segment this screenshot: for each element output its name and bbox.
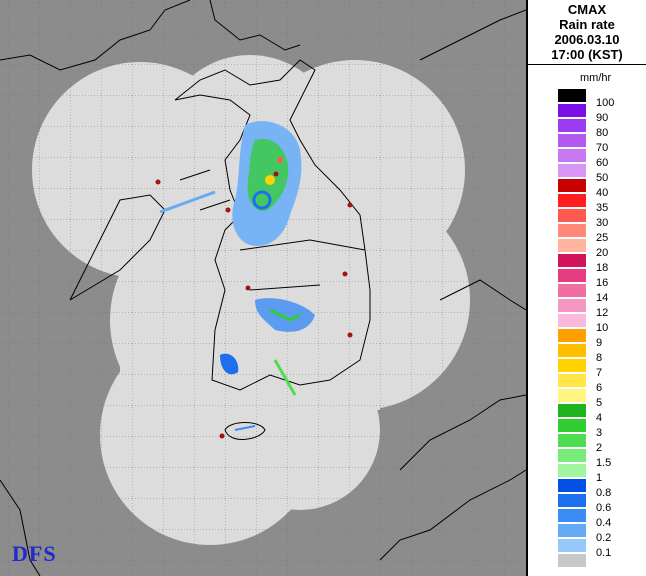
legend-swatch (558, 299, 586, 313)
legend-label: 3 (596, 427, 603, 439)
legend-swatch (558, 434, 586, 448)
header-separator (528, 64, 646, 65)
legend-swatch (558, 479, 586, 493)
time-label: 17:00 (KST) (551, 47, 623, 62)
legend-label: 60 (596, 157, 609, 169)
product-name: Rain rate (559, 17, 615, 32)
legend-swatch (558, 104, 586, 118)
legend-swatch (558, 449, 586, 463)
legend-swatch (558, 329, 586, 343)
legend-panel: CMAX Rain rate 2006.03.10 17:00 (KST) mm… (528, 0, 646, 576)
legend-label: 1 (596, 472, 603, 484)
legend-swatch (558, 89, 586, 103)
legend-label: 70 (596, 142, 609, 154)
legend-label: 9 (596, 337, 603, 349)
legend-swatch (558, 239, 586, 253)
legend-label: 30 (596, 217, 609, 229)
legend-label: 16 (596, 277, 609, 289)
legend-swatch (558, 314, 586, 328)
legend-swatch (558, 134, 586, 148)
legend-label: 20 (596, 247, 609, 259)
legend-label: 5 (596, 397, 603, 409)
legend-swatch (558, 419, 586, 433)
legend-swatch (558, 179, 586, 193)
lat-lon-grid (0, 0, 526, 576)
legend-label: 0.6 (596, 502, 612, 514)
map-canvas (0, 0, 526, 576)
product-title: CMAX (567, 2, 607, 17)
legend-swatch (558, 359, 586, 373)
legend-label: 90 (596, 112, 609, 124)
legend-swatch (558, 404, 586, 418)
legend-label: 0.4 (596, 517, 612, 529)
legend-swatch (558, 194, 586, 208)
date-label: 2006.03.10 (554, 32, 620, 47)
legend-label: 50 (596, 172, 609, 184)
legend-swatch (558, 344, 586, 358)
legend-swatch (558, 464, 586, 478)
legend-swatch (558, 374, 586, 388)
legend-swatch (558, 119, 586, 133)
legend-swatch (558, 554, 586, 568)
legend-label: 0.2 (596, 532, 612, 544)
dfs-logo: DFS (12, 541, 57, 566)
legend-label: 0.8 (596, 487, 612, 499)
legend-swatch (558, 269, 586, 283)
legend-swatch (558, 509, 586, 523)
legend-label: 40 (596, 187, 609, 199)
legend-label: 25 (596, 232, 609, 244)
coastline (0, 0, 526, 576)
panel-divider (526, 0, 528, 576)
legend-swatch (558, 224, 586, 238)
legend-label: 0.1 (596, 547, 612, 559)
legend-label: 100 (596, 97, 615, 109)
legend-label: 1.5 (596, 457, 612, 469)
legend-swatch (558, 524, 586, 538)
legend-swatch (558, 164, 586, 178)
legend-label: 2 (596, 442, 603, 454)
radar-sites (155, 171, 353, 439)
legend-label: 4 (596, 412, 603, 424)
legend-label: 6 (596, 382, 603, 394)
legend-label: 10 (596, 322, 609, 334)
unit-label: mm/hr (580, 72, 612, 84)
rain-echoes (159, 121, 315, 431)
legend-label: 80 (596, 127, 609, 139)
legend-label: 14 (596, 292, 609, 304)
legend-label: 12 (596, 307, 609, 319)
legend-label: 8 (596, 352, 603, 364)
legend-swatch (558, 389, 586, 403)
legend-swatch (558, 284, 586, 298)
legend-label: 35 (596, 202, 609, 214)
legend-label: 18 (596, 262, 609, 274)
legend-swatch (558, 539, 586, 553)
legend-swatch (558, 494, 586, 508)
legend-swatch (558, 254, 586, 268)
legend-label: 7 (596, 367, 603, 379)
legend-swatch (558, 209, 586, 223)
legend-swatch (558, 149, 586, 163)
radar-map[interactable]: DFS (0, 0, 526, 576)
